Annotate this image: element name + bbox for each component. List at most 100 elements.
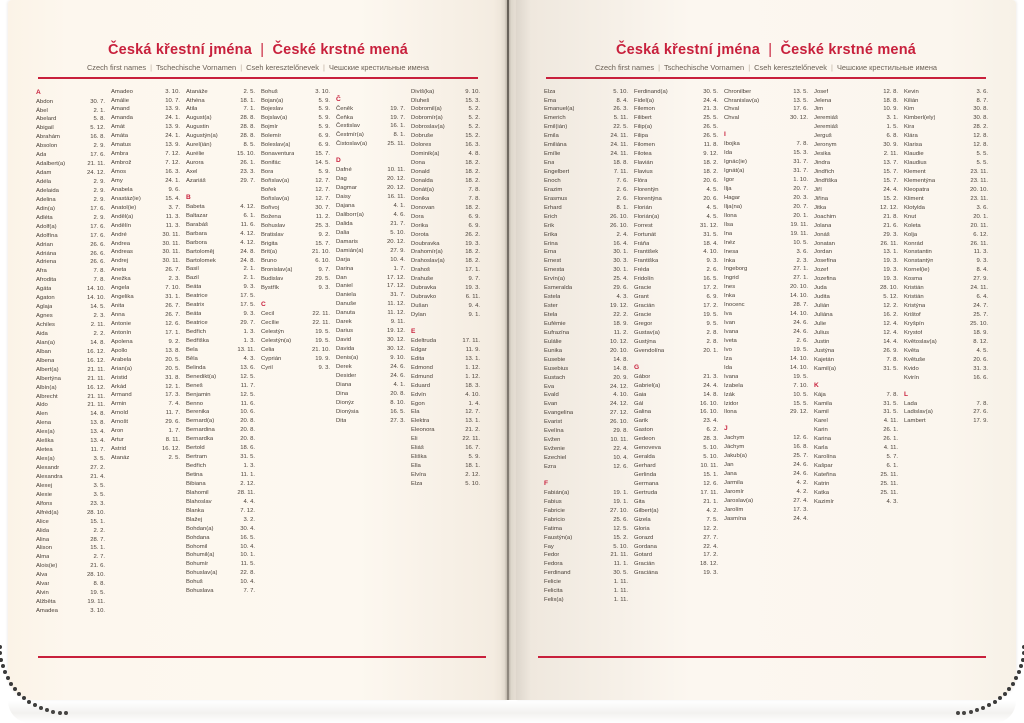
name-entry-row: Abdon 30. 7. (36, 98, 105, 107)
subtitle-english: Czech first names (594, 63, 655, 72)
name-day-date: 12. 8. (883, 88, 898, 95)
subtitle-separator-3: | (830, 63, 833, 72)
name-day-date: 20. 12. (386, 185, 405, 192)
name-label: Gaston (634, 427, 653, 434)
name-entry-row: Atanáz 2. 5. (111, 454, 180, 463)
name-day-date: 22. 11. (312, 311, 330, 318)
name-entry-row: Evarist 26. 10. (544, 418, 628, 427)
name-day-date: 27. 3. (390, 417, 405, 424)
name-day-date: 24. 11. (610, 151, 628, 158)
name-entry-row: Fedora 11. 1. (544, 560, 628, 569)
name-entry-row: Juda 28. 10. (814, 284, 898, 293)
title-slovak: České krstné mená (780, 42, 917, 58)
name-label: Anabela (111, 186, 133, 193)
name-day-date: 5. 5. (976, 151, 988, 158)
name-label: Florentýna (634, 195, 662, 202)
name-entry-row: Kašpar 6. 1. (814, 462, 898, 471)
name-entry-row: Judita 5. 12. (814, 293, 898, 302)
name-entry-row: Eli 22. 11. (411, 435, 480, 444)
name-label: Emila (544, 133, 559, 140)
name-label: Celia (261, 346, 275, 353)
name-label: Drahoslav(a) (411, 258, 445, 265)
name-label: Kryšpín (904, 320, 924, 327)
name-entry-row: Bernardina 20. 8. (186, 426, 255, 435)
name-entry-row: Bolemír 6. 9. (261, 132, 330, 141)
name-day-date: 1. 7. (168, 428, 180, 435)
name-label: Cyril (261, 364, 273, 371)
name-entry-row: Jindra 13. 7. (814, 159, 898, 168)
name-label: Ester (544, 303, 558, 310)
name-label: Albrecht (36, 393, 58, 400)
name-label: Bohomil (186, 543, 208, 550)
name-entry-row: Aida 2. 2. (36, 330, 105, 339)
name-entry-row: Ella 18. 1. (411, 462, 480, 471)
subtitle-separator-2: | (240, 63, 243, 72)
name-day-date: 2. 9. (93, 143, 105, 150)
name-label: Kazimír (814, 498, 834, 505)
name-day-date: 6. 9. (318, 142, 330, 149)
name-day-date: 13. 4. (90, 429, 105, 436)
name-day-date: 5. 9. (318, 124, 330, 131)
name-day-date: 30. 12. (386, 346, 405, 352)
name-label: Barbara (186, 230, 207, 237)
name-entry-row: Klotylda 3. 6. (904, 204, 988, 213)
name-label: Bazil (186, 275, 199, 282)
name-entry-row: Blažej 3. 2. (186, 516, 255, 525)
name-entry-row: Eufrazína 11. 2. (544, 329, 628, 338)
footer-divider-rule (538, 656, 986, 658)
name-label: Dionýz (336, 399, 355, 406)
name-entry-row: Ivo 19. 5. (724, 346, 808, 355)
name-entry-row: Bojslav(a) 5. 9. (261, 114, 330, 123)
name-entry-row: Estela 4. 3. (544, 293, 628, 302)
name-entry-row: Koleta 20. 11. (904, 222, 988, 231)
name-day-date: 27. 9. (390, 247, 405, 254)
name-day-date: 14. 10. (789, 293, 808, 300)
name-entry-row: Atanáže 2. 5. (186, 88, 255, 97)
name-label: Garik (634, 418, 649, 425)
name-day-date: 20. 10. (789, 284, 808, 291)
name-day-date: 11. 2. (613, 329, 628, 336)
name-label: Aletea (36, 447, 53, 454)
title-separator: | (768, 42, 773, 58)
name-label: Klement (904, 169, 926, 176)
name-entry-row: Davida 30. 12. (336, 345, 405, 354)
name-entry-row: Fay 5. 10. (544, 543, 628, 552)
name-day-date: 9. 7. (468, 276, 480, 283)
name-day-date: 19. 3. (465, 285, 480, 292)
name-entry-row: Anděl(a) 11. 3. (111, 213, 180, 222)
name-day-date: 12. 1. (165, 383, 180, 390)
name-label: Inesa (724, 248, 739, 255)
name-entry-row: Belinda 13. 6. (186, 364, 255, 373)
name-label: Čistoslav(a) (336, 141, 368, 148)
name-entry-row: Blanka 7. 12. (186, 507, 255, 516)
name-label: Knut (904, 213, 917, 220)
name-label: Abrahám (36, 134, 60, 141)
title-czech: Česká křestní jména (615, 42, 760, 58)
name-label: Ida (724, 364, 733, 371)
name-label: Benedikt(a) (186, 373, 217, 380)
name-day-date: 8. 1. (393, 132, 405, 139)
name-label: Ezechiel (544, 455, 567, 462)
name-day-date: 20. 6. (703, 177, 718, 184)
name-day-date: 5. 10. (465, 480, 480, 487)
name-day-date: 2. 8. (706, 338, 718, 345)
name-entry-row: Filotea 9. 12. (634, 150, 718, 159)
name-entry-row: Kolja 6. 12. (904, 231, 988, 240)
name-day-date: 19. 11. (790, 230, 808, 237)
name-day-date: 10. 5. (793, 391, 808, 398)
name-entry-row: Aleška 13. 4. (36, 437, 105, 446)
name-label: Ladislav(a) (904, 409, 933, 416)
name-day-date: 6. 4. (976, 294, 988, 301)
name-label: Adriána (36, 250, 57, 257)
name-entry-row: Alfréd(a) 28. 10. (36, 509, 105, 518)
name-label: Bohdan(a) (186, 525, 214, 532)
section-spacer (634, 356, 718, 360)
name-label: Alena (36, 420, 52, 427)
name-label: Arian(a) (111, 365, 132, 372)
name-day-date: 3. 10. (165, 88, 180, 95)
name-day-date: 15. 5. (793, 400, 808, 407)
name-label: Jitka (814, 204, 827, 211)
name-label: Edgar (411, 346, 427, 353)
name-label: Azariáš (186, 177, 206, 184)
name-label: Blahomil (186, 489, 209, 496)
